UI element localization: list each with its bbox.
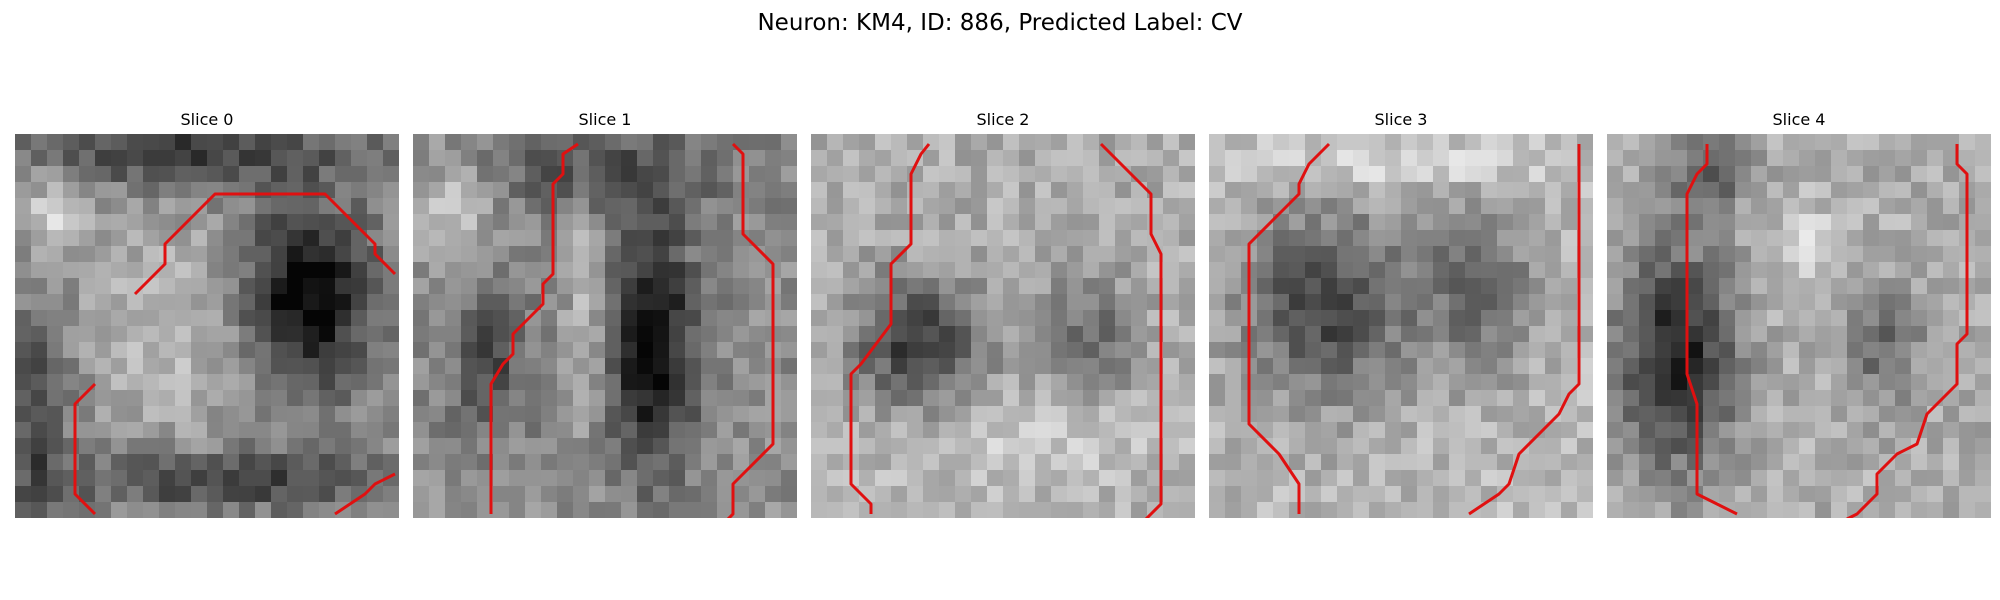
figure-title: Neuron: KM4, ID: 886, Predicted Label: C… [0, 8, 2000, 38]
slice-0-svg [15, 134, 399, 518]
slice-3-image [1209, 134, 1593, 518]
slice-1-title: Slice 1 [413, 110, 797, 130]
slice-2-image [811, 134, 1195, 518]
slice-3-svg [1209, 134, 1593, 518]
slice-4-title: Slice 4 [1607, 110, 1991, 130]
slice-2-title: Slice 2 [811, 110, 1195, 130]
slice-0-image [15, 134, 399, 518]
slice-2-svg [811, 134, 1195, 518]
slice-4-image [1607, 134, 1991, 518]
slice-3-title: Slice 3 [1209, 110, 1593, 130]
slice-1-image [413, 134, 797, 518]
slice-1-svg [413, 134, 797, 518]
slice-0-title: Slice 0 [15, 110, 399, 130]
slice-4-svg [1607, 134, 1991, 518]
